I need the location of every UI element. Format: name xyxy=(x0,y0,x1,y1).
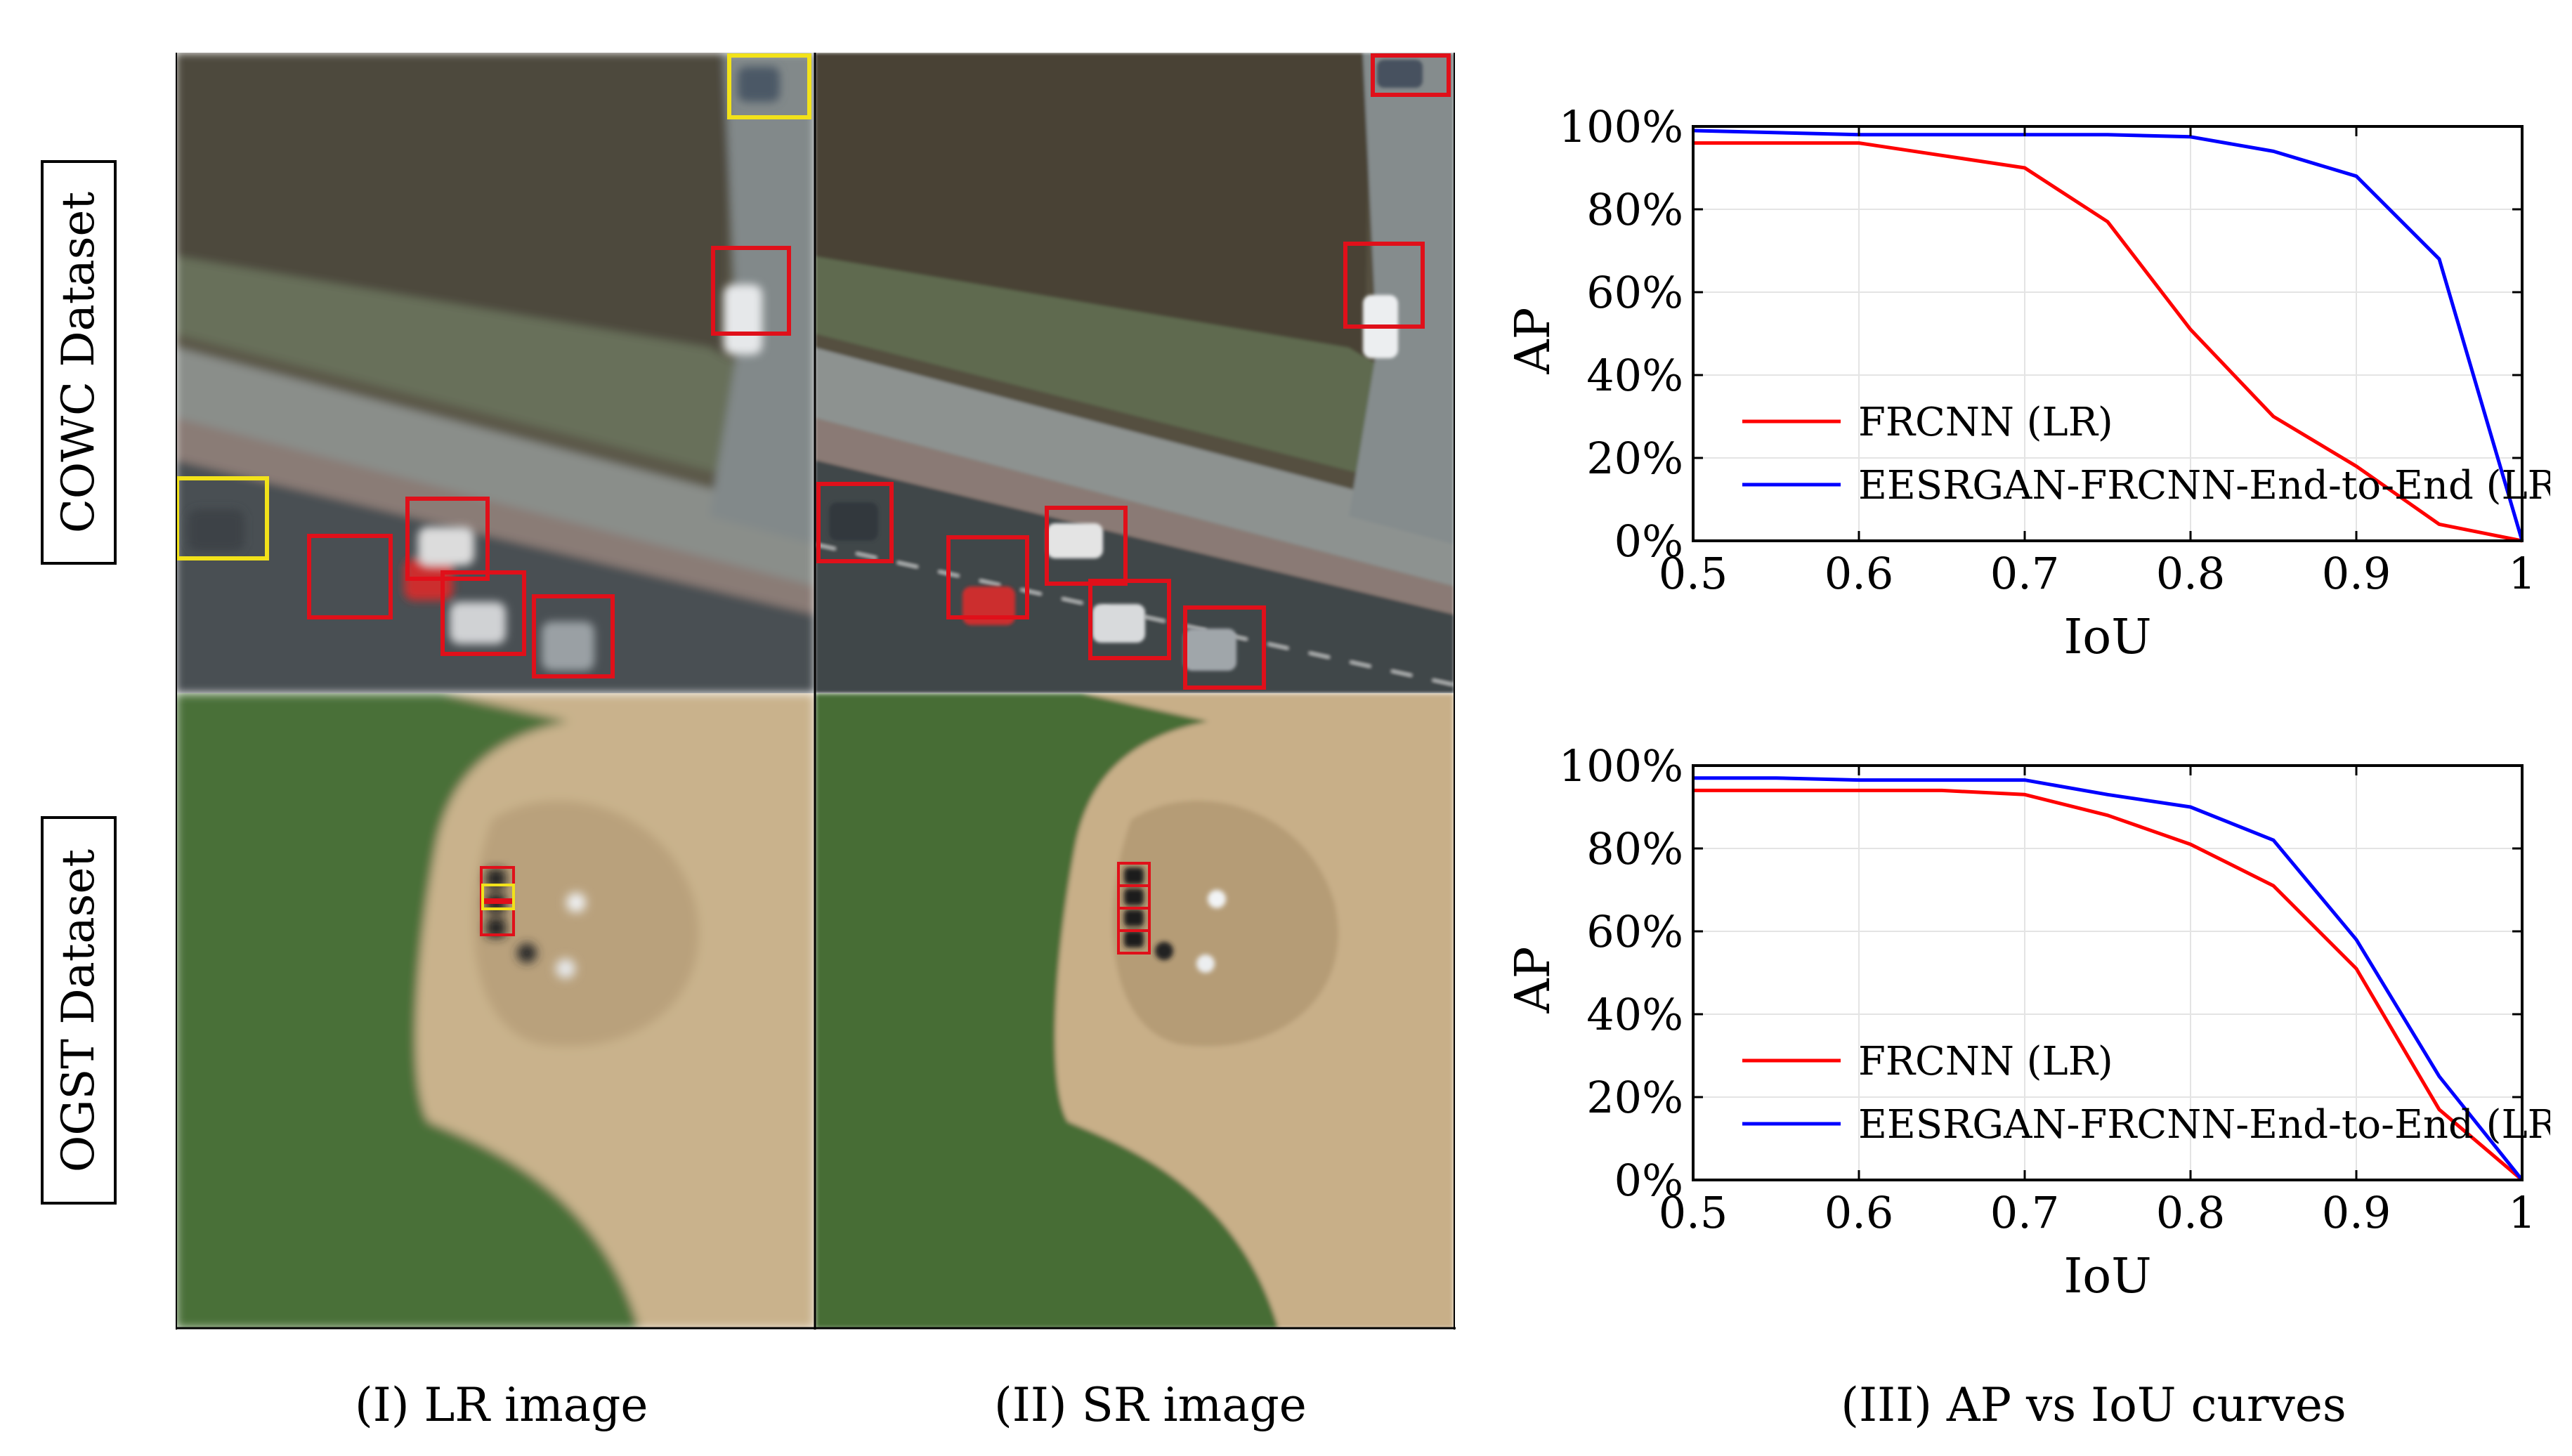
sr-cowc-tp-box xyxy=(1045,506,1128,586)
legend-label-eesrgan: EESRGAN-FRCNN-End-to-End (LR) xyxy=(1858,463,2550,509)
x-tick-label: 0.6 xyxy=(1824,548,1894,599)
y-axis-label: AP xyxy=(1510,947,1561,1014)
lr-ogst-tp-box xyxy=(480,901,515,936)
series-line-eesrgan xyxy=(1692,129,2524,542)
sr-cowc-tp-box xyxy=(816,482,894,563)
x-tick-label: 0.8 xyxy=(2156,1187,2226,1238)
sr-cowc-tp-box xyxy=(946,535,1029,619)
ogst-ap-iou-chart: 0.5 0.6 0.7 0.8 0.9 1 0% 20% 40% 60% 80% 100% IoU AP F… xyxy=(1506,723,2572,1344)
series-line-frcnn xyxy=(1693,141,2523,543)
legend-label-eesrgan: EESRGAN-FRCNN-End-to-End (LR) xyxy=(1858,1102,2550,1148)
row-label-cowc: COWC Dataset xyxy=(41,160,117,565)
series-line-eesrgan xyxy=(1693,776,2524,1181)
x-axis-label: IoU xyxy=(2063,1249,2151,1304)
ogst-ap-iou-svg: 0.5 0.6 0.7 0.8 0.9 1 0% 20% 40% 60% 80% 100% IoU AP F… xyxy=(1506,740,2572,1304)
plot-frame xyxy=(1692,125,2524,542)
cowc-sr-image xyxy=(815,53,1454,693)
x-tick-label: 0.6 xyxy=(1824,1187,1894,1238)
x-axis-label: IoU xyxy=(2063,610,2151,665)
legend-label-frcnn: FRCNN (LR) xyxy=(1858,400,2113,445)
y-tick-label: 60% xyxy=(1586,906,1683,957)
caption-lr-image: (I) LR image xyxy=(355,1378,648,1432)
sr-cowc-tp-box xyxy=(1371,53,1451,97)
lr-cowc-tp-box xyxy=(532,594,615,678)
y-tick-label: 60% xyxy=(1586,267,1683,318)
lr-cowc-fn-box xyxy=(727,53,811,119)
ogst-lr-image xyxy=(176,693,815,1329)
lr-cowc-tp-box xyxy=(405,497,490,581)
sr-cowc-tp-box xyxy=(1088,579,1171,660)
row-label-ogst-text: OGST Dataset xyxy=(53,848,105,1172)
y-tick-label: 0% xyxy=(1614,1155,1683,1206)
y-tick-label: 40% xyxy=(1586,989,1683,1040)
y-tick-label: 20% xyxy=(1586,1072,1683,1123)
x-tick-label: 0.9 xyxy=(2322,548,2391,599)
lr-cowc-tp-box xyxy=(307,534,393,619)
y-tick-label: 0% xyxy=(1614,516,1683,567)
y-tick-label: 100% xyxy=(1559,740,1683,792)
image-grid-frame xyxy=(176,53,1456,1330)
plot-frame xyxy=(1692,764,2524,1181)
x-tick-label: 0.7 xyxy=(1990,548,2060,599)
ogst-sr-image xyxy=(815,693,1454,1329)
y-tick-label: 40% xyxy=(1586,350,1683,401)
sr-ogst-tp-box xyxy=(1117,929,1151,955)
cowc-ap-iou-chart: 0.5 0.6 0.7 0.8 0.9 1 0% 20% 40% 60% 80% 100% IoU AP F… xyxy=(1506,84,2572,705)
row-label-cowc-text: COWC Dataset xyxy=(53,191,105,534)
y-axis-label: AP xyxy=(1510,308,1561,375)
cowc-lr-image xyxy=(176,53,815,693)
x-tick-label: 1 xyxy=(2508,548,2535,599)
row-label-ogst: OGST Dataset xyxy=(41,816,117,1205)
y-tick-label: 80% xyxy=(1586,184,1683,235)
y-tick-label: 100% xyxy=(1559,101,1683,152)
x-tick-label: 0.9 xyxy=(2322,1187,2391,1238)
y-tick-label: 20% xyxy=(1586,433,1683,484)
x-tick-label: 0.7 xyxy=(1990,1187,2060,1238)
legend-label-frcnn: FRCNN (LR) xyxy=(1858,1039,2113,1084)
y-tick-label: 80% xyxy=(1586,823,1683,874)
series-line-frcnn xyxy=(1693,788,2524,1181)
caption-sr-image: (II) SR image xyxy=(994,1378,1307,1432)
cowc-ap-iou-svg: 0.5 0.6 0.7 0.8 0.9 1 0% 20% 40% 60% 80% 100% IoU AP F… xyxy=(1506,101,2572,665)
lr-cowc-tp-box xyxy=(440,570,526,656)
lr-cowc-tp-box xyxy=(711,246,791,336)
x-tick-label: 0.5 xyxy=(1659,548,1728,599)
caption-ap-curves: (III) AP vs IoU curves xyxy=(1841,1378,2346,1432)
sr-cowc-tp-box xyxy=(1183,605,1266,690)
sr-cowc-tp-box xyxy=(1343,242,1425,329)
x-tick-label: 0.8 xyxy=(2156,548,2226,599)
x-tick-label: 0.5 xyxy=(1659,1187,1728,1238)
x-tick-label: 1 xyxy=(2508,1187,2535,1238)
lr-ogst-fn-box xyxy=(481,884,515,910)
